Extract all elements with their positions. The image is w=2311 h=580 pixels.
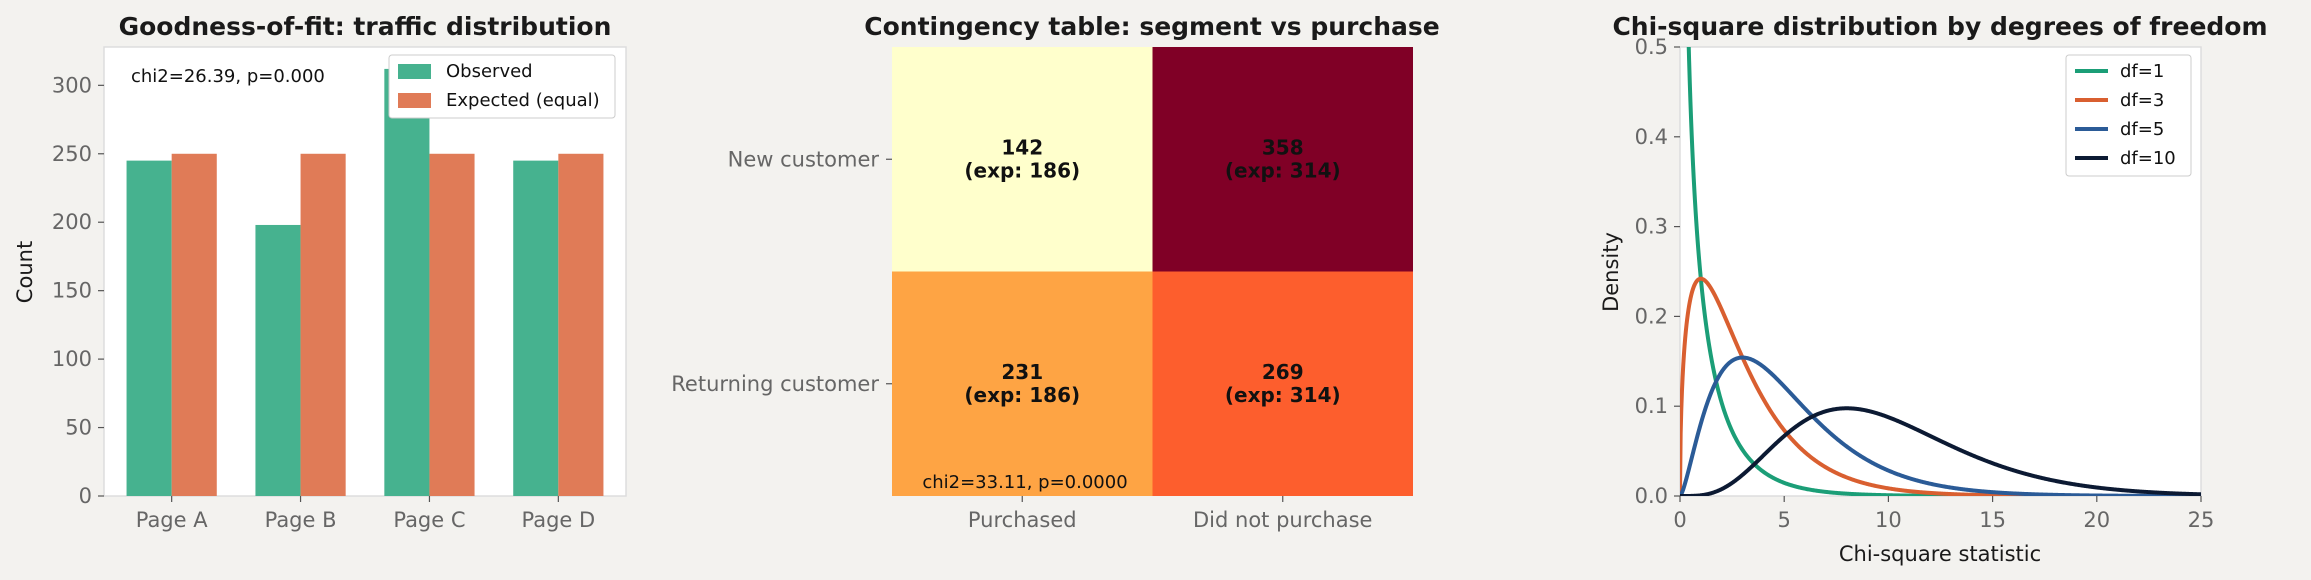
line-chart-series <box>1680 47 2201 496</box>
x-tick-label: 20 <box>2083 508 2110 532</box>
x-tick-label: Page B <box>265 508 337 532</box>
line-chart-panel: Chi-square distribution by degrees of fr… <box>1599 12 2268 566</box>
heatmap-cell-expected: (exp: 186) <box>964 383 1080 407</box>
bar-chart-bars <box>126 68 604 496</box>
heatmap-cell <box>892 271 1153 496</box>
y-tick-label: 0.1 <box>1635 394 1668 418</box>
y-tick-label: 200 <box>52 210 92 234</box>
bar-chart-x-ticks: Page A Page B Page C Page D <box>136 496 595 532</box>
x-tick-label: Page D <box>521 508 595 532</box>
heatmap-cell-value: 231 <box>1001 360 1043 384</box>
heatmap-cell-value: 358 <box>1262 135 1304 159</box>
line-chart-legend-box <box>2065 54 2192 177</box>
column-label: Did not purchase <box>1193 508 1372 532</box>
heatmap-cell-expected: (exp: 314) <box>1225 158 1341 182</box>
heatmap-stat-annotation: chi2=33.11, p=0.0000 <box>922 472 1127 493</box>
heatmap-cell <box>892 47 1153 272</box>
legend-label-df5: df=5 <box>2120 119 2164 140</box>
heatmap-row-labels: New customer Returning customer <box>671 147 892 396</box>
bar-expected-page-a <box>171 153 217 496</box>
y-tick-label: 150 <box>52 279 92 303</box>
line-chart-x-axis-label: Chi-square statistic <box>1839 542 2041 566</box>
bar-expected-page-b <box>300 153 346 496</box>
y-tick-label: 0.3 <box>1635 215 1668 239</box>
x-tick-label: 10 <box>1875 508 1902 532</box>
bar-chart-panel: Goodness-of-fit: traffic distribution Co… <box>13 12 627 532</box>
y-tick-label: 0.4 <box>1635 125 1668 149</box>
bar-observed-page-d <box>513 160 559 496</box>
y-tick-label: 250 <box>52 142 92 166</box>
row-label: New customer <box>728 147 880 171</box>
x-tick-label: 15 <box>1979 508 2006 532</box>
bar-chart-title: Goodness-of-fit: traffic distribution <box>119 12 612 41</box>
x-tick-label: 5 <box>1778 508 1791 532</box>
bar-chart-stat-annotation: chi2=26.39, p=0.000 <box>131 66 325 87</box>
heatmap-panel: Contingency table: segment vs purchase 1… <box>671 12 1439 532</box>
curve-df5 <box>1680 355 2201 496</box>
bar-chart-y-axis-label: Count <box>13 241 37 303</box>
column-label: Purchased <box>968 508 1077 532</box>
heatmap-cell-value: 142 <box>1001 135 1043 159</box>
heatmap-cell-expected: (exp: 314) <box>1225 383 1341 407</box>
heatmap-cell-value: 269 <box>1262 360 1304 384</box>
line-chart-y-axis-label: Density <box>1599 232 1623 312</box>
y-tick-label: 0 <box>79 484 92 508</box>
x-tick-label: 0 <box>1673 508 1686 532</box>
legend-swatch-observed <box>398 64 431 79</box>
legend-swatch-expected <box>398 93 431 108</box>
bar-expected-page-c <box>429 153 475 496</box>
y-tick-label: 0.5 <box>1635 35 1668 59</box>
bar-observed-page-a <box>126 160 172 496</box>
y-tick-label: 0.0 <box>1635 484 1668 508</box>
y-tick-label: 100 <box>52 347 92 371</box>
heatmap-cell <box>1152 47 1413 272</box>
heatmap-column-labels: Purchased Did not purchase <box>968 496 1372 532</box>
bar-chart-legend-box <box>388 54 616 119</box>
heatmap-title: Contingency table: segment vs purchase <box>864 12 1439 41</box>
line-chart-x-ticks: 0 5 10 15 20 25 <box>1673 496 2214 532</box>
bar-chart-y-ticks: 0 50 100 150 200 250 300 <box>52 73 104 508</box>
legend-label-df10: df=10 <box>2120 148 2176 169</box>
curve-df1 <box>1686 47 2201 496</box>
heatmap-cell-expected: (exp: 186) <box>964 158 1080 182</box>
y-tick-label: 50 <box>65 416 92 440</box>
x-tick-label: 25 <box>2188 508 2215 532</box>
line-chart-title: Chi-square distribution by degrees of fr… <box>1612 12 2267 41</box>
bar-chart-legend: Observed Expected (equal) <box>388 54 616 119</box>
bar-observed-page-b <box>255 224 301 496</box>
legend-label-expected: Expected (equal) <box>446 90 600 111</box>
heatmap-cells: 142(exp: 186)358(exp: 314)231(exp: 186)2… <box>892 47 1413 496</box>
line-chart-legend: df=1 df=3 df=5 df=10 <box>2065 54 2192 177</box>
y-tick-label: 300 <box>52 73 92 97</box>
legend-label-observed: Observed <box>446 61 533 82</box>
curve-df10 <box>1680 406 2201 496</box>
heatmap-cell <box>1152 271 1413 496</box>
y-tick-label: 0.2 <box>1635 304 1668 328</box>
legend-label-df3: df=3 <box>2120 90 2164 111</box>
row-label: Returning customer <box>671 372 879 396</box>
legend-label-df1: df=1 <box>2120 61 2164 82</box>
x-tick-label: Page A <box>136 508 209 532</box>
bar-expected-page-d <box>558 153 604 496</box>
bar-observed-page-c <box>384 68 430 496</box>
x-tick-label: Page C <box>393 508 465 532</box>
line-chart-y-ticks: 0.0 0.1 0.2 0.3 0.4 0.5 <box>1635 35 1680 508</box>
